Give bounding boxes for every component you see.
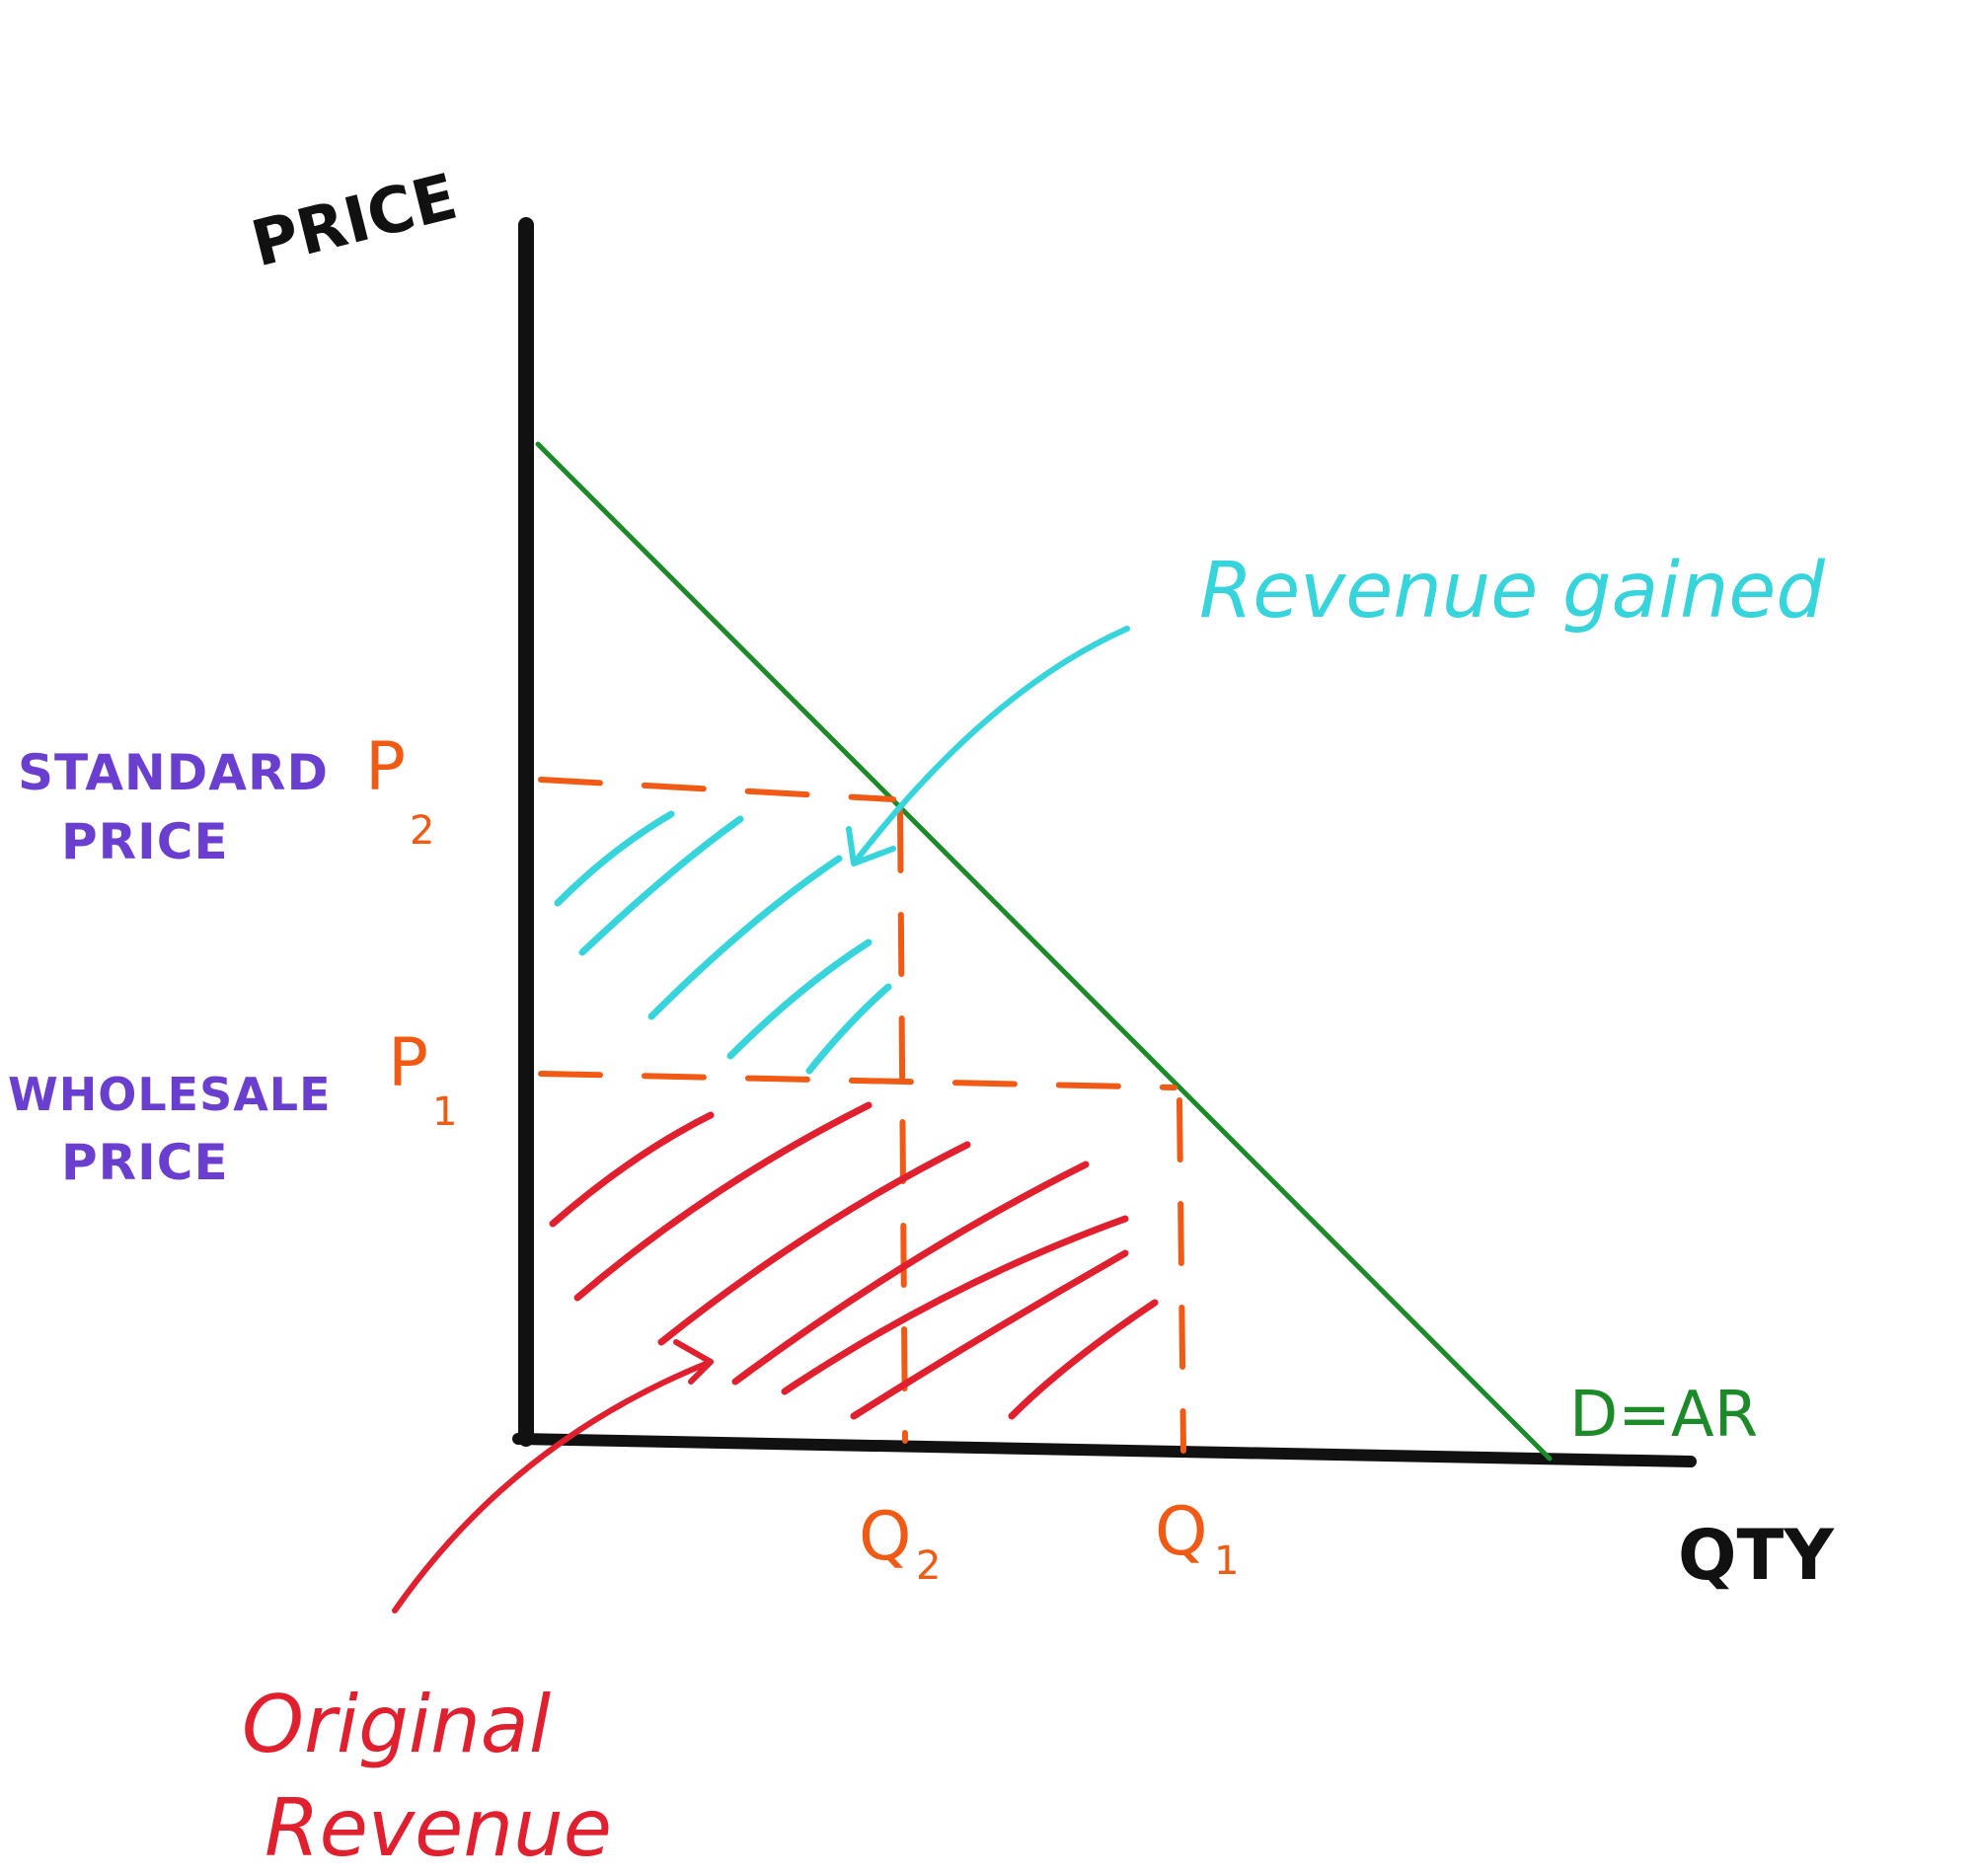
original-revenue-hatching: [549, 1101, 1159, 1420]
revenue-gained-hatching: [554, 810, 892, 1075]
q1-subscript: 1: [1214, 1538, 1239, 1584]
original-revenue-line2: Revenue: [265, 1782, 612, 1874]
revenue-gained-label: Revenue gained: [1199, 547, 1825, 636]
q1-symbol: Q: [1155, 1493, 1208, 1571]
p2-name-line2: PRICE: [61, 813, 229, 870]
p2-symbol: P: [365, 728, 406, 806]
x-axis-label: QTY: [1678, 1515, 1835, 1596]
y-axis-label: PRICE: [245, 161, 464, 282]
original-revenue-arrow: [392, 1339, 714, 1613]
p1-guide: [538, 1071, 1177, 1090]
revenue-gained-arrow: [846, 626, 1130, 866]
p1-name-line2: PRICE: [61, 1134, 229, 1191]
price-guides: [538, 777, 1186, 1454]
original-revenue-line1: Original: [242, 1679, 551, 1770]
p2-subscript: 2: [410, 808, 434, 854]
q1-guide: [1177, 1097, 1186, 1454]
demand-label: D=AR: [1569, 1379, 1758, 1452]
p1-symbol: P: [388, 1024, 428, 1102]
p2-name-line1: STANDARD: [18, 744, 329, 801]
x-axis: [512, 1433, 1697, 1467]
p1-subscript: 1: [432, 1089, 457, 1135]
q2-subscript: 2: [916, 1543, 941, 1589]
q2-guide: [897, 808, 908, 1444]
p2-guide: [538, 777, 896, 802]
demand-curve: [535, 441, 1553, 1462]
q2-symbol: Q: [859, 1498, 912, 1576]
p1-name-line1: WHOLESALE: [8, 1068, 332, 1121]
